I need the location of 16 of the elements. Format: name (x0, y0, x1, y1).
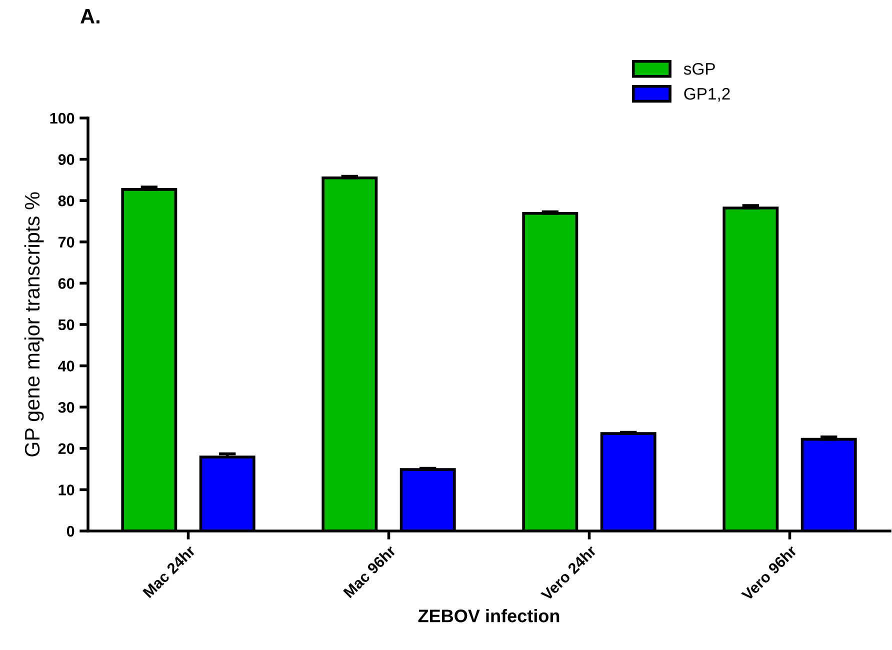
chart-title: A. (80, 9, 100, 24)
y-tick-label: 70 (58, 236, 74, 248)
y-tick-label: 60 (58, 278, 74, 289)
y-tick-label: 50 (58, 319, 74, 330)
legend-label: sGP (684, 62, 715, 75)
y-tick-label: 10 (58, 484, 74, 496)
y-axis-title: GP gene major transcripts % (24, 192, 44, 456)
y-tick-label: 0 (66, 526, 74, 537)
legend-label: GP1,2 (684, 88, 730, 102)
y-tick-label: 80 (58, 195, 74, 206)
y-tick-label: 30 (58, 402, 74, 413)
y-tick-label: 100 (50, 112, 74, 124)
y-tick-label: 20 (58, 443, 74, 454)
y-tick-label: 40 (58, 360, 74, 372)
y-tick-label: 90 (58, 154, 74, 165)
x-axis-title: ZEBOV infection (418, 609, 560, 622)
